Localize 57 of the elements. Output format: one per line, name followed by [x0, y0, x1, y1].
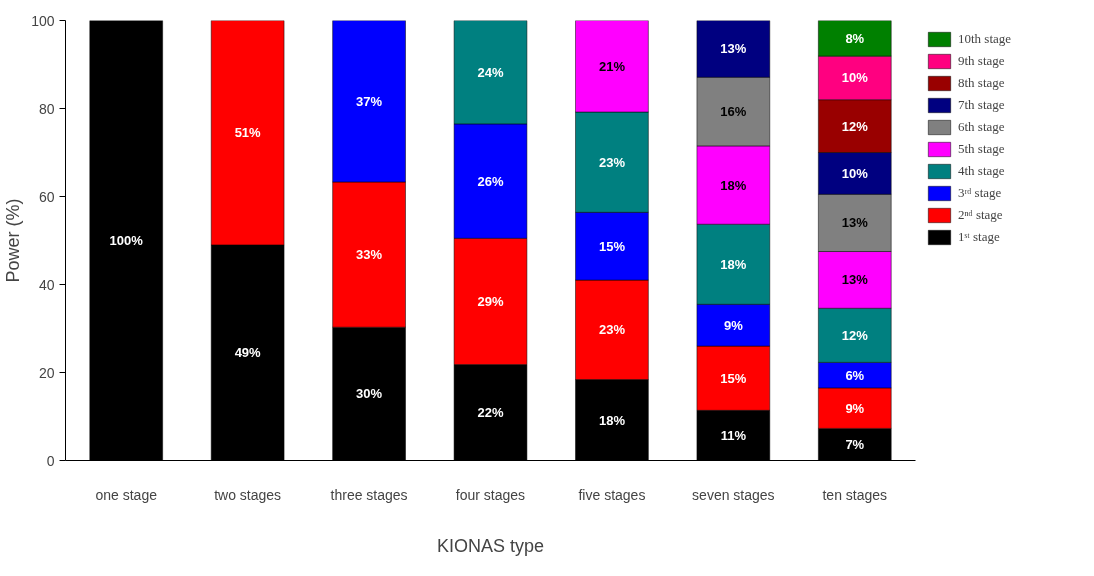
- data-label: 13%: [841, 272, 869, 288]
- data-label: 23%: [598, 154, 626, 170]
- legend-label: 7th stage: [958, 97, 1005, 113]
- legend-label: 5th stage: [958, 141, 1005, 157]
- y-tick-label: 20: [38, 364, 55, 381]
- data-label: 12%: [841, 118, 869, 134]
- data-label: 29%: [477, 293, 504, 309]
- data-label: 7%: [845, 436, 865, 452]
- data-label: 49%: [234, 345, 262, 361]
- x-tick-label: five stages: [578, 486, 646, 503]
- legend-label: 3ʳᵈ stage: [958, 185, 1002, 201]
- data-label: 33%: [356, 247, 383, 263]
- data-label: 6%: [845, 367, 865, 383]
- legend-label: 10th stage: [958, 31, 1012, 47]
- x-tick-label: three stages: [330, 486, 408, 503]
- data-label: 13%: [841, 215, 869, 231]
- legend-label: 8th stage: [958, 75, 1005, 91]
- data-label: 13%: [720, 41, 747, 57]
- data-label: 24%: [477, 64, 504, 80]
- data-label: 51%: [234, 125, 262, 141]
- legend-label: 1ˢᵗ stage: [958, 229, 1000, 245]
- x-tick-label: four stages: [455, 486, 526, 503]
- y-tick-label: 0: [46, 452, 55, 469]
- y-tick-label: 100: [31, 12, 55, 29]
- data-label: 15%: [720, 370, 747, 386]
- data-label: 30%: [356, 386, 383, 402]
- legend-label: 2ⁿᵈ stage: [958, 207, 1003, 223]
- x-axis-title: KIONAS type: [436, 535, 545, 556]
- data-label: 9%: [723, 317, 744, 333]
- data-label: 21%: [598, 58, 626, 74]
- data-label: 37%: [356, 93, 383, 109]
- legend-label: 9th stage: [958, 53, 1005, 69]
- data-label: 18%: [598, 412, 626, 428]
- data-label: 10%: [841, 70, 869, 86]
- y-tick-label: 80: [38, 100, 55, 117]
- legend-label: 6th stage: [958, 119, 1005, 135]
- data-label: 16%: [720, 104, 747, 120]
- data-label: 8%: [845, 30, 865, 46]
- y-axis-title: Power (%): [3, 198, 24, 283]
- y-tick-label: 40: [38, 276, 55, 293]
- data-label: 11%: [720, 427, 747, 443]
- x-tick-label: one stage: [95, 486, 158, 503]
- data-label: 23%: [598, 322, 626, 338]
- x-tick-label: two stages: [214, 486, 282, 503]
- data-label: 18%: [720, 177, 747, 193]
- data-label: 22%: [477, 405, 504, 421]
- x-tick-label: ten stages: [822, 486, 888, 503]
- data-label: 10%: [841, 165, 869, 181]
- data-label: 18%: [720, 256, 747, 272]
- data-label: 26%: [477, 173, 504, 189]
- data-label: 15%: [598, 238, 626, 254]
- data-label: 12%: [841, 327, 869, 343]
- x-tick-label: seven stages: [692, 486, 775, 503]
- legend-label: 4th stage: [958, 163, 1005, 179]
- data-label: 9%: [845, 400, 865, 416]
- y-tick-label: 60: [38, 188, 55, 205]
- data-label: 100%: [109, 233, 144, 248]
